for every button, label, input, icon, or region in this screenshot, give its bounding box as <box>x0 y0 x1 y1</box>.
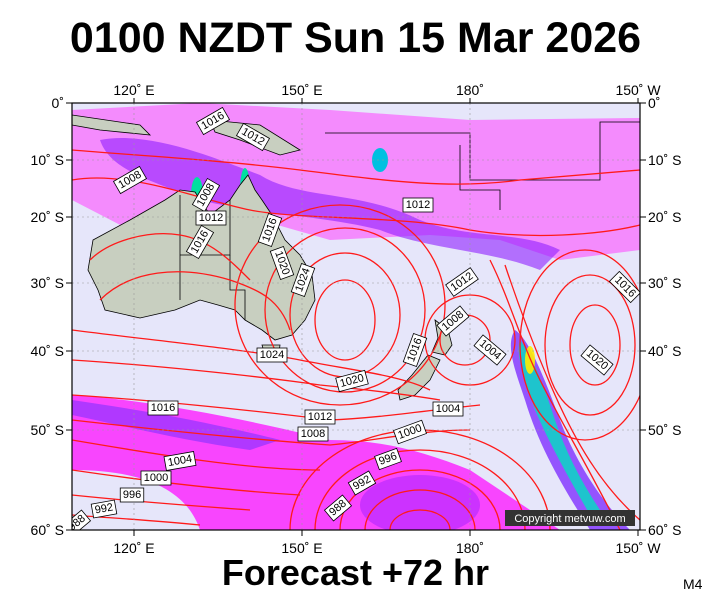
forecast-label: Forecast +72 hr <box>221 552 490 593</box>
lon-tick-top: 150˚ W <box>615 82 661 98</box>
lat-tick-right: 50˚ S <box>648 422 681 438</box>
isobar-label: 1024 <box>290 262 316 298</box>
map-title: 0100 NZDT Sun 15 Mar 2026 <box>69 14 642 62</box>
isobar-label: 1024 <box>256 347 288 363</box>
isobar-label: 1004 <box>432 401 464 417</box>
svg-text:996: 996 <box>123 489 141 501</box>
isobar-label: 1008 <box>297 426 329 442</box>
lon-tick-top: 120˚ E <box>113 82 154 98</box>
lon-tick-top: 180˚ <box>456 82 484 98</box>
lon-tick-bottom: 180˚ <box>456 540 484 556</box>
axis-ticks: 120˚ E 120˚ E 150˚ E 150˚ E 180˚ 180˚ 150˚ W 15… <box>31 82 682 556</box>
lat-tick-left: 10˚ S <box>31 152 64 168</box>
isobar-label: 1012 <box>195 210 227 226</box>
lon-tick-top: 150˚ E <box>281 82 322 98</box>
isobar-label: 992 <box>90 499 118 519</box>
isobar-label: 1020 <box>335 369 369 393</box>
isobar-label: 1012 <box>304 409 336 425</box>
isobar-label: 1004 <box>163 451 197 471</box>
svg-text:996: 996 <box>377 450 398 468</box>
isobar-label: 1012 <box>402 197 434 213</box>
lat-tick-right: 0˚ <box>648 95 660 111</box>
isobar-label: 1020 <box>269 245 295 281</box>
indonesia <box>72 114 152 136</box>
lat-tick-left: 20˚ S <box>31 209 64 225</box>
svg-text:992: 992 <box>94 501 114 516</box>
svg-text:1012: 1012 <box>308 411 332 423</box>
svg-text:1024: 1024 <box>260 349 284 361</box>
lat-tick-left: 30˚ S <box>31 275 64 291</box>
svg-text:1000: 1000 <box>144 472 168 484</box>
copyright-text: Copyright metvuw.com <box>514 513 625 525</box>
svg-text:1012: 1012 <box>199 212 223 224</box>
lat-tick-right: 60˚ S <box>648 522 681 538</box>
isobar-label: 996 <box>119 487 145 503</box>
svg-text:1008: 1008 <box>301 428 325 440</box>
lat-tick-right: 30˚ S <box>648 275 681 291</box>
svg-text:1004: 1004 <box>436 403 460 415</box>
lon-tick-bottom: 150˚ W <box>615 540 661 556</box>
svg-text:1016: 1016 <box>151 402 175 414</box>
lat-tick-right: 20˚ S <box>648 209 681 225</box>
nz-south-island <box>397 354 441 401</box>
isobar-label: 1016 <box>257 212 283 248</box>
isobar-label: 1000 <box>140 470 172 486</box>
svg-text:1004: 1004 <box>167 453 193 469</box>
isobar-label: 1016 <box>402 332 428 368</box>
map-frame <box>71 102 641 531</box>
isobar-label: 1000 <box>392 419 428 445</box>
lat-tick-left: 60˚ S <box>31 522 64 538</box>
isobar-label: 996 <box>374 447 402 471</box>
isobar-label: 1008 <box>436 305 470 337</box>
borders <box>179 121 640 320</box>
isobar-label: 1016 <box>147 400 179 416</box>
lon-tick-bottom: 120˚ E <box>113 540 154 556</box>
svg-text:1012: 1012 <box>406 199 430 211</box>
lat-tick-left: 40˚ S <box>31 343 64 359</box>
lon-tick-bottom: 150˚ E <box>281 540 322 556</box>
lat-tick-left: 0˚ <box>52 95 64 111</box>
isobar-label: 992 <box>347 470 377 496</box>
lat-tick-right: 40˚ S <box>648 343 681 359</box>
model-code: M4 <box>683 576 703 592</box>
copyright-box <box>505 510 635 526</box>
lat-tick-left: 50˚ S <box>31 422 64 438</box>
lat-tick-right: 10˚ S <box>648 152 681 168</box>
